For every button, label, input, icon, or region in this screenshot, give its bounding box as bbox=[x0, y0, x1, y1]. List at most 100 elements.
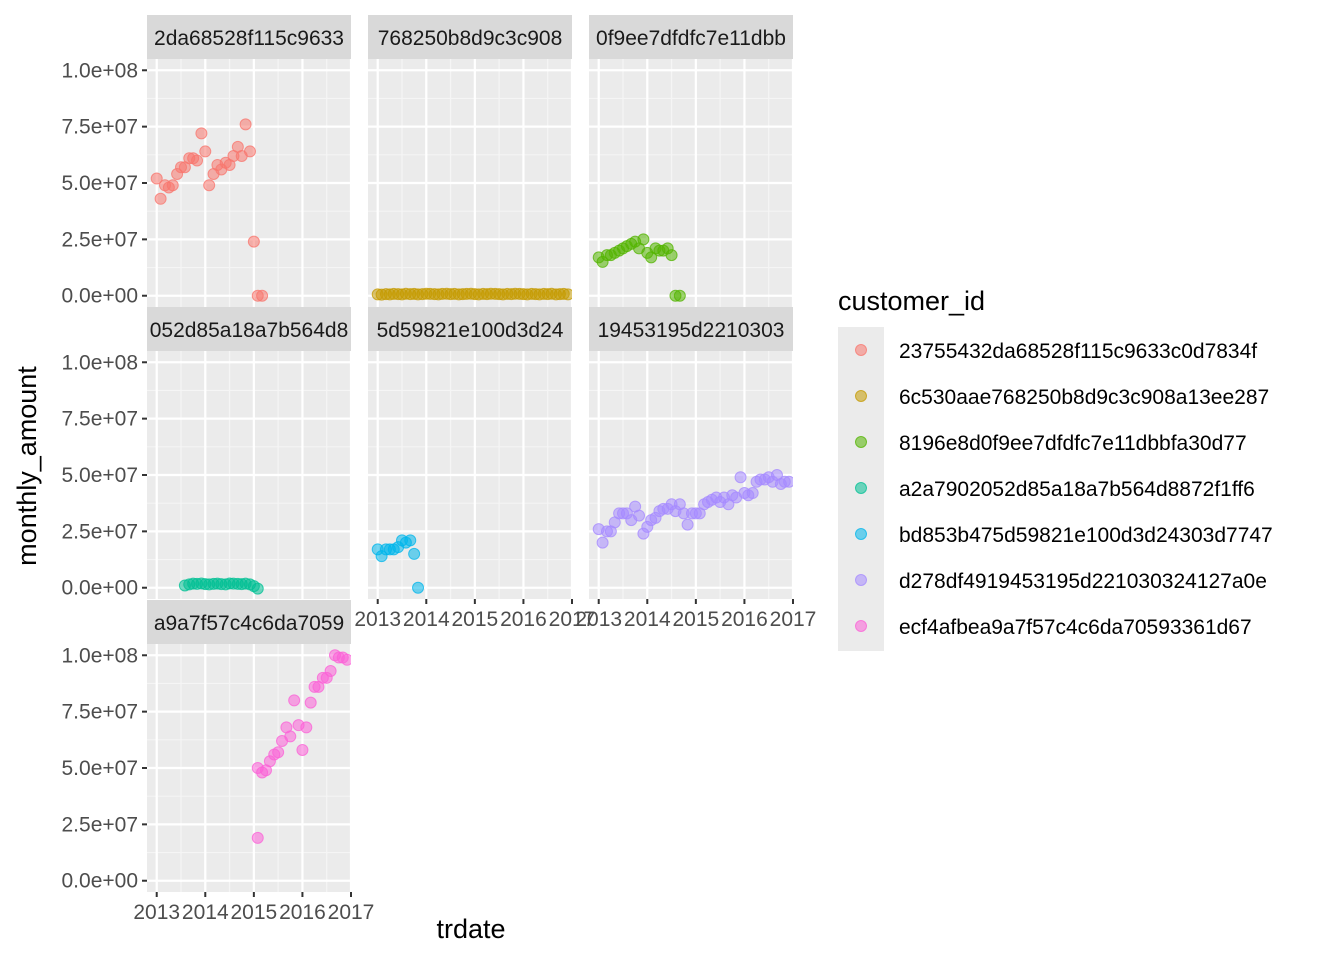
x-tick-label: 2017 bbox=[328, 901, 375, 924]
data-point bbox=[239, 118, 252, 131]
y-tick-label: 2.5e+07 bbox=[62, 813, 139, 836]
data-point bbox=[734, 471, 747, 484]
x-tick-label: 2015 bbox=[451, 608, 498, 631]
facet-strip bbox=[589, 307, 793, 351]
facet-panels: 2da68528f115c9633 0.0e+00 2.5e+07 5.0e+07 7.… bbox=[62, 15, 816, 924]
x-tick-label: 2016 bbox=[721, 608, 768, 631]
facet-panel: 19453195d2210303 2013 2014 2015 2016 2017 bbox=[575, 307, 816, 631]
data-point bbox=[408, 547, 421, 560]
y-axis-title: monthly_amount bbox=[12, 366, 42, 566]
legend-label: 23755432da68528f115c9633c0d7834f bbox=[899, 340, 1257, 363]
data-points bbox=[178, 577, 264, 595]
legend-label: bd853b475d59821e100d3d24303d7747 bbox=[899, 524, 1273, 547]
data-point bbox=[251, 831, 264, 844]
legend-item: 23755432da68528f115c9633c0d7834f bbox=[855, 340, 1257, 363]
x-tick-label: 2017 bbox=[770, 608, 817, 631]
y-tick-label: 0.0e+00 bbox=[62, 577, 139, 600]
legend-key-icon bbox=[855, 436, 867, 448]
legend-item: 8196e8d0f9ee7dfdfc7e11dbbfa30d77 bbox=[855, 432, 1247, 455]
x-tick-label: 2016 bbox=[500, 608, 547, 631]
facet-strip-label: 0f9ee7dfdfc7e11dbb bbox=[596, 27, 786, 50]
facet-strip bbox=[147, 15, 351, 59]
data-points bbox=[592, 233, 686, 302]
legend-item: bd853b475d59821e100d3d24303d7747 bbox=[855, 524, 1273, 547]
data-point bbox=[251, 582, 264, 595]
x-tick-label: 2013 bbox=[575, 608, 622, 631]
x-tick-label: 2016 bbox=[279, 901, 326, 924]
data-point bbox=[195, 127, 208, 140]
data-point bbox=[596, 536, 609, 549]
data-point bbox=[154, 192, 167, 205]
x-tick-label: 2014 bbox=[624, 608, 671, 631]
facet-panel: a9a7f57c4c6da7059 0.0e+00 2.5e+07 5.0e+07 7.… bbox=[62, 600, 375, 924]
facet-strip bbox=[368, 15, 572, 59]
y-tick-label: 1.0e+08 bbox=[62, 644, 139, 667]
y-tick-label: 0.0e+00 bbox=[62, 870, 139, 893]
data-points bbox=[371, 534, 425, 594]
data-point bbox=[247, 235, 260, 248]
data-point bbox=[288, 694, 301, 707]
legend-key-icon bbox=[855, 482, 867, 494]
data-point bbox=[681, 518, 694, 531]
legend-item: 6c530aae768250b8d9c3c908a13ee287 bbox=[855, 386, 1269, 409]
data-point bbox=[341, 653, 351, 666]
data-point bbox=[637, 233, 650, 246]
x-axis-title: trdate bbox=[436, 914, 505, 944]
legend-label: ecf4afbea9a7f57c4c6da70593361d67 bbox=[899, 616, 1252, 639]
facet-strip-label: a9a7f57c4c6da7059 bbox=[154, 612, 344, 635]
legend-key-icon bbox=[855, 528, 867, 540]
legend-key-icon bbox=[855, 344, 867, 356]
y-tick-label: 1.0e+08 bbox=[62, 59, 139, 82]
x-tick-label: 2015 bbox=[230, 901, 277, 924]
data-point bbox=[404, 534, 417, 547]
data-points bbox=[150, 118, 269, 302]
data-points bbox=[251, 649, 351, 844]
legend-label: 8196e8d0f9ee7dfdfc7e11dbbfa30d77 bbox=[899, 432, 1247, 455]
data-point bbox=[150, 172, 163, 185]
facet-strip-label: 2da68528f115c9633 bbox=[154, 27, 344, 50]
legend-label: a2a7902052d85a18a7b564d8872f1ff6 bbox=[899, 478, 1255, 501]
legend-items: 23755432da68528f115c9633c0d7834f 6c530aae… bbox=[855, 340, 1273, 639]
x-tick-label: 2015 bbox=[672, 608, 719, 631]
x-tick-label: 2013 bbox=[354, 608, 401, 631]
legend: customer_id 23755432da68528f115c9633c0d7… bbox=[838, 286, 1273, 651]
x-tick-label: 2013 bbox=[133, 901, 180, 924]
data-point bbox=[665, 249, 678, 262]
data-point bbox=[191, 154, 204, 167]
y-tick-label: 5.0e+07 bbox=[62, 757, 139, 780]
x-tick-label: 2017 bbox=[549, 608, 596, 631]
facet-panel: 052d85a18a7b564d8 0.0e+00 2.5e+07 5.0e+07 7.… bbox=[62, 307, 353, 600]
data-point bbox=[562, 288, 572, 301]
data-point bbox=[304, 696, 317, 709]
data-point bbox=[412, 581, 425, 594]
facet-strip bbox=[368, 307, 572, 351]
data-points bbox=[371, 287, 572, 301]
legend-label: 6c530aae768250b8d9c3c908a13ee287 bbox=[899, 386, 1269, 409]
legend-key-icon bbox=[855, 574, 867, 586]
y-tick-label: 0.0e+00 bbox=[62, 285, 139, 308]
data-point bbox=[673, 289, 686, 302]
data-points bbox=[592, 469, 793, 549]
y-tick-label: 2.5e+07 bbox=[62, 520, 139, 543]
y-tick-label: 5.0e+07 bbox=[62, 464, 139, 487]
data-point bbox=[746, 487, 759, 500]
data-point bbox=[324, 665, 337, 678]
facet-panel: 0f9ee7dfdfc7e11dbb bbox=[589, 15, 795, 307]
facet-strip bbox=[589, 15, 793, 59]
data-point bbox=[243, 145, 256, 158]
data-point bbox=[783, 475, 793, 488]
data-point bbox=[256, 289, 269, 302]
legend-item: ecf4afbea9a7f57c4c6da70593361d67 bbox=[855, 616, 1252, 639]
facet-strip-label: 19453195d2210303 bbox=[598, 319, 785, 342]
y-tick-label: 7.5e+07 bbox=[62, 701, 139, 724]
data-point bbox=[272, 746, 285, 759]
facet-panel: 768250b8d9c3c908 bbox=[368, 15, 574, 307]
data-point bbox=[166, 179, 179, 192]
facet-strip bbox=[147, 307, 351, 351]
legend-label: d278df4919453195d221030324127a0e bbox=[899, 570, 1267, 593]
legend-title: customer_id bbox=[838, 286, 985, 316]
x-tick-label: 2014 bbox=[403, 608, 450, 631]
data-point bbox=[199, 145, 212, 158]
y-tick-label: 1.0e+08 bbox=[62, 351, 139, 374]
